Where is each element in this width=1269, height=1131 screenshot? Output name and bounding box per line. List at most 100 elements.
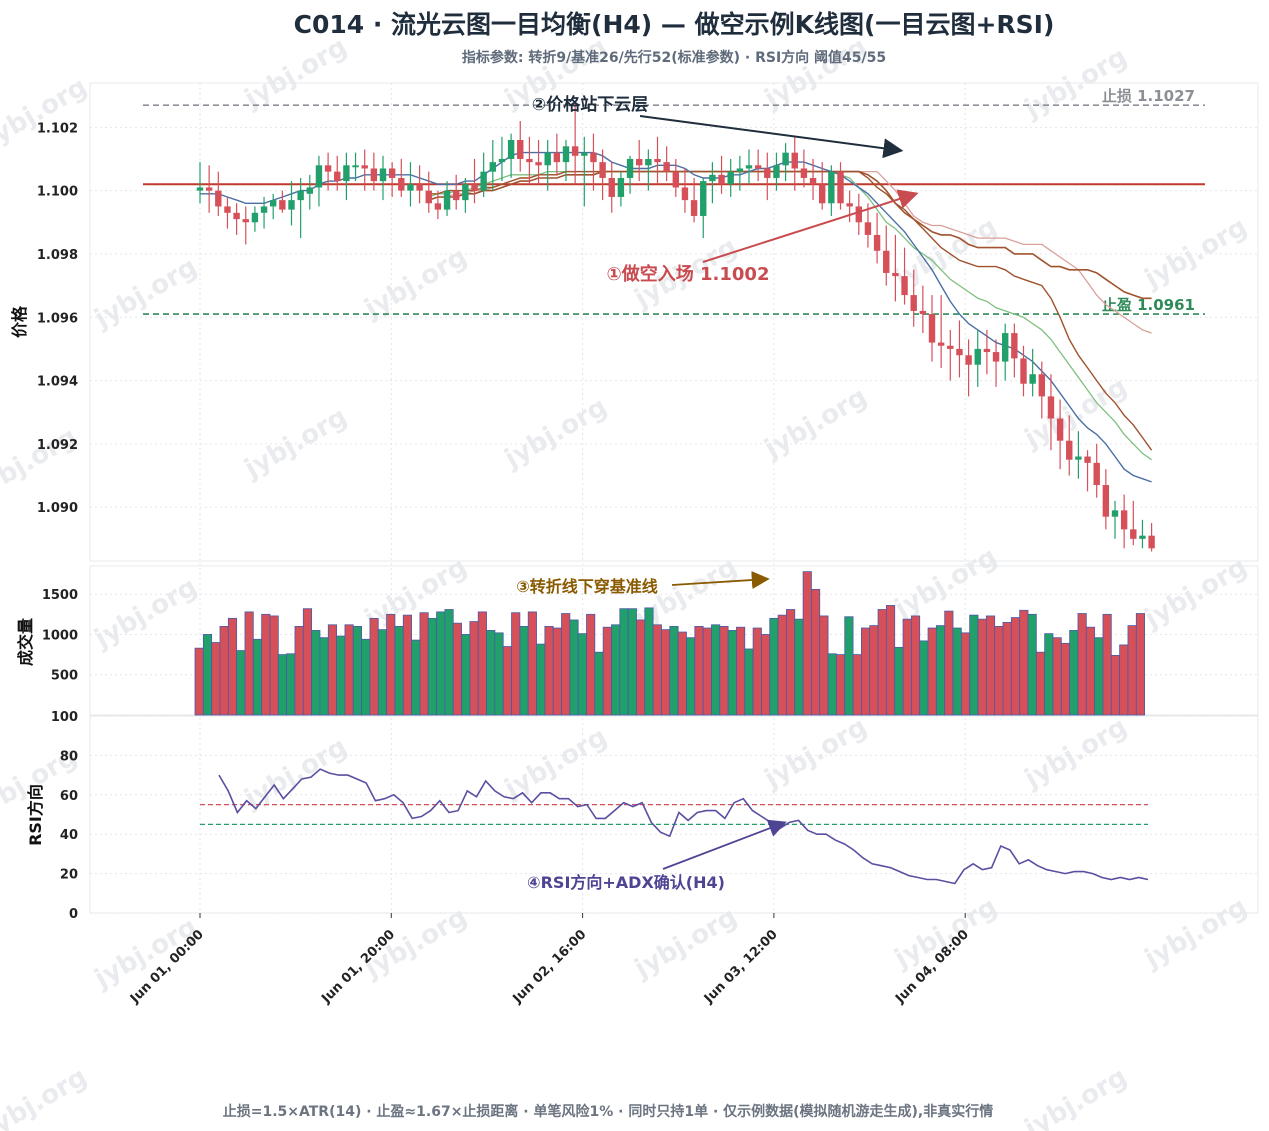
candle-body — [617, 177, 625, 197]
candle-body — [1038, 374, 1045, 397]
watermark-text: jybj.org — [0, 72, 92, 155]
volume-bar — [536, 643, 546, 716]
candle-body — [489, 162, 496, 172]
candle-body — [1029, 374, 1036, 384]
volume-tick-label: 500 — [51, 669, 78, 684]
volume-bar — [344, 624, 354, 716]
volume-bar — [811, 588, 821, 716]
candle-body — [361, 165, 368, 169]
volume-bar — [627, 608, 637, 716]
candle-body — [224, 206, 231, 213]
volume-bar — [494, 632, 504, 716]
volume-bar — [1110, 655, 1121, 716]
candle-body — [526, 158, 533, 163]
candle-body — [828, 171, 835, 204]
price-tick-label: 1.092 — [37, 438, 78, 453]
volume-bar — [1127, 625, 1137, 716]
candle-body — [727, 171, 734, 185]
grid-layer — [90, 83, 1258, 914]
volume-bar — [977, 618, 987, 716]
candle-body — [544, 152, 551, 166]
price-tick-label: 1.098 — [37, 248, 78, 263]
volume-bar — [869, 625, 879, 716]
volume-bar — [511, 612, 521, 716]
volume-bar — [744, 648, 754, 716]
candle-body — [507, 139, 515, 159]
watermark-text: jybj.org — [239, 402, 352, 485]
volume-bar — [277, 654, 288, 716]
candle-body — [709, 174, 716, 182]
candle-body — [1139, 535, 1146, 539]
volume-bar — [1027, 613, 1037, 716]
candle-body — [471, 184, 478, 191]
volume-bar — [411, 639, 421, 716]
price-tick-label: 1.094 — [37, 375, 78, 390]
watermark-text: jybj.org — [1019, 712, 1132, 795]
price-tick-label: 1.090 — [37, 501, 78, 516]
candle-body — [745, 165, 753, 169]
volume-bar — [1019, 609, 1029, 716]
volume-bar — [827, 653, 837, 716]
candle-body — [315, 165, 323, 188]
rsi-tick-label: 0 — [69, 907, 78, 922]
cloud-break-annotation-arrow — [639, 115, 904, 159]
candle-body — [883, 250, 890, 273]
candle-body — [636, 158, 643, 166]
volume-bar — [786, 609, 796, 716]
volume-bar — [352, 626, 362, 716]
cross-annotation-label: ③转折线下穿基准线 — [516, 577, 658, 596]
volume-bar — [527, 611, 537, 716]
candle-body — [800, 168, 808, 178]
candle-body — [1093, 462, 1100, 486]
volume-bar — [594, 651, 604, 716]
rsi-axis-label: RSI方向 — [26, 784, 45, 846]
volume-bar — [919, 640, 929, 716]
volume-bar — [211, 642, 221, 716]
entry-annotation-arrow — [702, 189, 919, 263]
candle-body — [663, 162, 670, 172]
watermark-text: jybj.org — [1139, 892, 1252, 975]
candle-body — [334, 171, 341, 182]
volume-bar — [702, 627, 712, 716]
kijun-line — [428, 170, 1153, 451]
volume-bar — [836, 654, 846, 716]
rsi-annotation-arrow — [662, 819, 787, 870]
volume-bar — [644, 607, 654, 716]
volume-bar — [777, 614, 787, 716]
candle-body — [608, 177, 615, 197]
volume-bar — [569, 619, 579, 716]
candle-body — [1130, 529, 1137, 539]
watermark-text: jybj.org — [0, 422, 82, 505]
candle-body — [928, 314, 936, 343]
volume-bar — [336, 635, 346, 716]
candle-body — [416, 184, 423, 191]
candle-body — [398, 177, 405, 191]
volume-bar — [677, 631, 687, 716]
candle-body — [809, 177, 817, 185]
volume-bar — [386, 613, 396, 716]
volume-bar — [269, 615, 279, 716]
chart-subtitle: 指标参数: 转折9/基准26/先行52(标准参数) · RSI方向 阈值45/5… — [462, 49, 886, 66]
volume-bar — [711, 624, 721, 716]
candle-body — [1011, 333, 1018, 359]
candle-body — [992, 352, 1000, 362]
volume-bar — [769, 617, 779, 716]
volume-bar — [1119, 644, 1129, 716]
candle-body — [754, 165, 762, 169]
candle-body — [1075, 456, 1082, 460]
candle-body — [1111, 510, 1119, 517]
candle-body — [910, 295, 917, 311]
candle-body — [1047, 396, 1055, 419]
volume-bar — [286, 653, 296, 716]
volume-bar — [761, 634, 771, 716]
volume-bar — [719, 626, 729, 716]
volume-bar — [852, 654, 862, 716]
watermark-text: jybj.org — [1019, 372, 1132, 455]
price-tick-label: 1.096 — [37, 311, 78, 326]
candle-body — [919, 310, 927, 315]
cloud-break-annotation-label: ②价格站下云层 — [532, 94, 648, 115]
chart-title: C014 · 流光云图一目均衡(H4) — 做空示例K线图(一目云图+RSI) — [294, 10, 1055, 39]
candle-body — [846, 203, 853, 207]
span-b-upper-line — [428, 170, 1152, 334]
